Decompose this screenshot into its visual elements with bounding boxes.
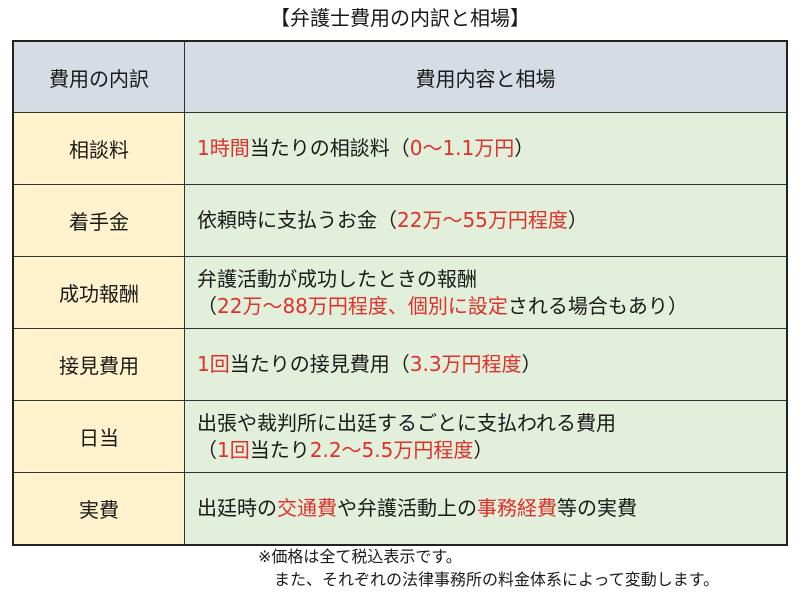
fee-type: 着手金	[12, 184, 185, 257]
highlight-text: 3.3万円程度	[409, 352, 522, 376]
fee-type: 接見費用	[12, 328, 185, 401]
text-segment: 等の実費	[557, 496, 637, 520]
description-line: 依頼時に支払うお金（22万～55万円程度）	[197, 207, 774, 234]
text-segment: ）	[567, 208, 588, 232]
table-row: 相談料 1時間当たりの相談料（0～1.1万円）	[12, 112, 788, 185]
text-segment: （	[197, 437, 217, 462]
description-line: 1時間当たりの相談料（0～1.1万円）	[197, 135, 774, 162]
note-variation: また、それぞれの法律事務所の料金体系によって変動します。	[274, 570, 720, 589]
table-row: 実費 出廷時の交通費や弁護活動上の事務経費等の実費	[12, 472, 788, 546]
highlight-text: 0～1.1万円	[409, 136, 515, 160]
description-line: 出張や裁判所に出廷するごとに支払われる費用	[197, 410, 774, 437]
note-tax: ※価格は全て税込表示です。	[258, 547, 462, 566]
header-breakdown: 費用の内訳	[12, 40, 185, 113]
fee-description: 出廷時の交通費や弁護活動上の事務経費等の実費	[184, 472, 788, 546]
highlight-text: 交通費	[277, 496, 337, 520]
highlight-text: 1時間	[197, 136, 250, 160]
highlight-text: 事務経費	[477, 496, 557, 520]
text-segment: 当たりの接見費用（	[229, 352, 410, 376]
fee-description: 1回当たりの接見費用（3.3万円程度）	[184, 328, 788, 401]
highlight-text: 22万～88万円程度、個別に設定	[217, 293, 508, 318]
table-row: 成功報酬 弁護活動が成功したときの報酬 （22万～88万円程度、個別に設定される場合…	[12, 256, 788, 329]
text-segment: 出張や裁判所に出廷するごとに支払われる費用	[197, 410, 616, 435]
text-segment: （	[197, 293, 217, 318]
fee-type: 日当	[12, 400, 185, 473]
table-header-row: 費用の内訳 費用内容と相場	[12, 40, 788, 113]
highlight-text: 1回	[197, 352, 230, 376]
table-title: 【弁護士費用の内訳と相場】	[270, 6, 530, 30]
fee-table: 費用の内訳 費用内容と相場 相談料 1時間当たりの相談料（0～1.1万円） 着手金依…	[12, 40, 788, 546]
text-segment: される場合もあり）	[507, 293, 688, 318]
text-segment: 依頼時に支払うお金（	[197, 208, 397, 232]
text-segment: ）	[473, 437, 494, 462]
text-segment: ）	[521, 352, 542, 376]
fee-type: 実費	[12, 472, 185, 546]
highlight-text: 1回	[217, 437, 250, 462]
highlight-text: 22万～55万円程度	[397, 208, 568, 232]
fee-type: 相談料	[12, 112, 185, 185]
description-line: 弁護活動が成功したときの報酬	[197, 266, 774, 293]
text-segment: 弁護活動が成功したときの報酬	[197, 266, 477, 291]
fee-type: 成功報酬	[12, 256, 185, 329]
fee-description: 依頼時に支払うお金（22万～55万円程度）	[184, 184, 788, 257]
text-segment: ）	[514, 136, 535, 160]
text-segment: 出廷時の	[197, 496, 277, 520]
text-segment: 当たり	[249, 437, 310, 462]
highlight-text: 2.2～5.5万円程度	[309, 437, 474, 462]
text-segment: や弁護活動上の	[337, 496, 477, 520]
header-content: 費用内容と相場	[184, 40, 788, 113]
fee-description: 出張や裁判所に出廷するごとに支払われる費用 （1回当たり2.2～5.5万円程度）	[184, 400, 788, 473]
fee-description: 1時間当たりの相談料（0～1.1万円）	[184, 112, 788, 185]
fee-description: 弁護活動が成功したときの報酬 （22万～88万円程度、個別に設定される場合もあり）	[184, 256, 788, 329]
description-line: 出廷時の交通費や弁護活動上の事務経費等の実費	[197, 495, 774, 522]
table-row: 日当 出張や裁判所に出廷するごとに支払われる費用 （1回当たり2.2～5.5万円程度…	[12, 400, 788, 473]
description-line: 1回当たりの接見費用（3.3万円程度）	[197, 351, 774, 378]
table-row: 着手金 依頼時に支払うお金（22万～55万円程度）	[12, 184, 788, 257]
description-line: （1回当たり2.2～5.5万円程度）	[197, 437, 774, 464]
table-row: 接見費用 1回当たりの接見費用（3.3万円程度）	[12, 328, 788, 401]
description-line: （22万～88万円程度、個別に設定される場合もあり）	[197, 293, 774, 320]
text-segment: 当たりの相談料（	[249, 136, 410, 160]
